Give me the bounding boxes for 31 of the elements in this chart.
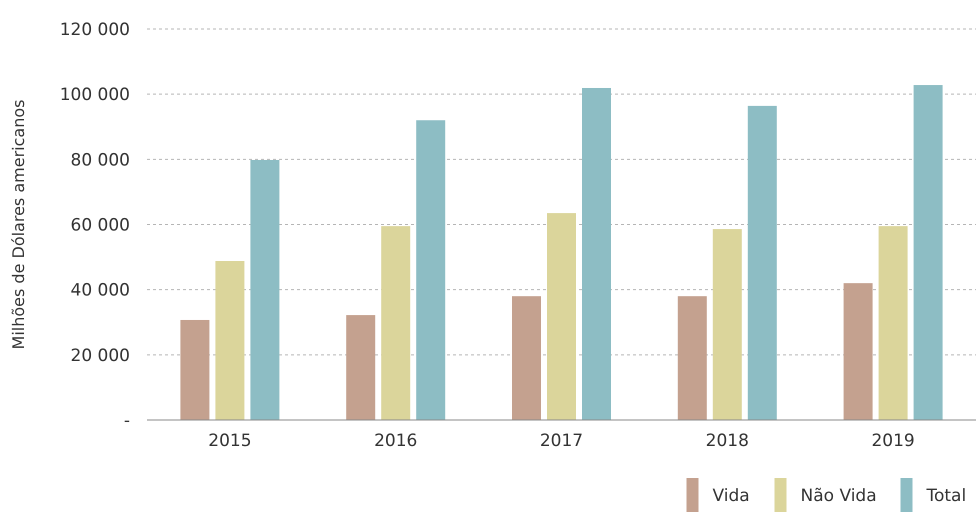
bar	[748, 106, 777, 420]
legend-label: Não Vida	[800, 486, 877, 506]
bar	[381, 226, 410, 420]
bar	[416, 120, 446, 420]
bar	[582, 88, 611, 420]
y-tick-label: 40 000	[70, 280, 130, 301]
x-tick-label: 2019	[871, 431, 915, 451]
bar	[678, 296, 707, 420]
bar	[712, 229, 742, 420]
legend-label: Vida	[712, 486, 750, 506]
x-tick-label: 2016	[374, 431, 418, 451]
bar	[346, 315, 376, 420]
bar	[547, 213, 576, 420]
x-tick-label: 2018	[706, 431, 749, 451]
x-tick-label: 2017	[540, 431, 584, 451]
bar	[512, 296, 541, 420]
y-tick-label: 120 000	[60, 20, 130, 40]
bar	[250, 160, 280, 420]
y-tick-label: 60 000	[70, 215, 130, 236]
bar	[215, 260, 244, 420]
y-axis-title: Milhões de Dólares americanos	[9, 100, 28, 350]
bar	[914, 85, 943, 420]
x-tick-label: 2015	[208, 431, 252, 451]
bar	[878, 226, 908, 420]
y-tick-label: -	[124, 410, 130, 431]
legend-label: Total	[926, 486, 966, 506]
y-tick-label: 20 000	[70, 346, 130, 366]
bar	[180, 320, 210, 420]
y-tick-label: 100 000	[60, 85, 130, 106]
y-tick-label: 80 000	[70, 150, 130, 170]
bar	[844, 283, 873, 420]
